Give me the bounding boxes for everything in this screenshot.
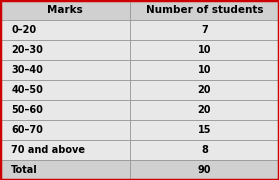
Bar xyxy=(130,40,279,60)
Bar xyxy=(130,80,279,100)
Bar xyxy=(130,140,279,160)
Bar xyxy=(130,20,279,40)
Bar xyxy=(0,0,130,20)
Text: 90: 90 xyxy=(198,165,211,175)
Bar xyxy=(130,120,279,140)
Bar xyxy=(0,160,130,180)
Bar xyxy=(0,140,130,160)
Text: 50–60: 50–60 xyxy=(11,105,43,115)
Bar xyxy=(130,60,279,80)
Text: 15: 15 xyxy=(198,125,211,135)
Text: 20–30: 20–30 xyxy=(11,45,43,55)
Text: 60–70: 60–70 xyxy=(11,125,43,135)
Text: Number of students: Number of students xyxy=(146,5,263,15)
Bar xyxy=(0,100,130,120)
Text: Marks: Marks xyxy=(47,5,83,15)
Bar xyxy=(130,0,279,20)
Text: 10: 10 xyxy=(198,65,211,75)
Text: 70 and above: 70 and above xyxy=(11,145,85,155)
Text: 7: 7 xyxy=(201,25,208,35)
Text: 10: 10 xyxy=(198,45,211,55)
Text: 20: 20 xyxy=(198,85,211,95)
Text: 30–40: 30–40 xyxy=(11,65,43,75)
Text: 8: 8 xyxy=(201,145,208,155)
Bar xyxy=(0,40,130,60)
Text: Total: Total xyxy=(11,165,38,175)
Bar xyxy=(130,100,279,120)
Bar xyxy=(0,60,130,80)
Bar xyxy=(0,120,130,140)
Text: 20: 20 xyxy=(198,105,211,115)
Bar xyxy=(130,160,279,180)
Bar xyxy=(0,80,130,100)
Text: 40–50: 40–50 xyxy=(11,85,43,95)
Bar xyxy=(0,20,130,40)
Text: 0–20: 0–20 xyxy=(11,25,36,35)
